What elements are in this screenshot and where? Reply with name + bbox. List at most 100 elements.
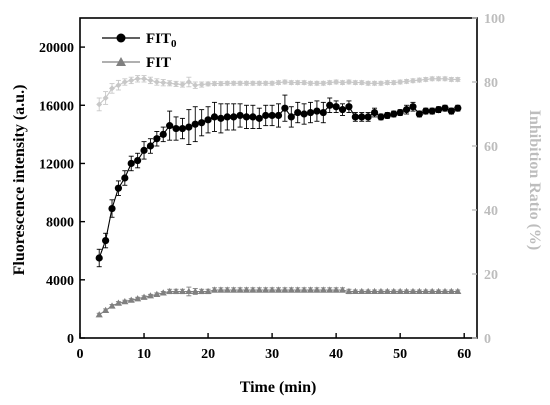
x-tick-label-1: 10 — [137, 347, 151, 362]
x-tick-label-4: 40 — [329, 347, 343, 362]
series-inhibition-point-8 — [147, 77, 154, 84]
series-fit-point-28 — [274, 286, 283, 293]
x-axis-label: Time (min) — [240, 379, 317, 396]
series-inhibition-point-24 — [249, 80, 256, 87]
y-tick-label-1: 4000 — [46, 274, 74, 289]
y2-tick-label-4: 80 — [484, 76, 498, 91]
x-tick-label-3: 30 — [265, 347, 279, 362]
series-fit0-point-16 — [198, 119, 206, 127]
series-fit0-point-7 — [140, 146, 148, 154]
series-fit-point-54 — [441, 287, 449, 295]
y-axis-label: Fluorescence intensity (a.u.) — [11, 85, 28, 276]
series-fit-point-29 — [281, 286, 289, 293]
series-fit0-point-54 — [441, 104, 449, 112]
series-inhibition-point-37 — [333, 79, 340, 85]
y2-axis-label: Inhibition Ratio (%) — [526, 110, 543, 250]
series-inhibition-point-25 — [256, 80, 263, 87]
series-fit0-point-6 — [134, 156, 142, 165]
x-tick-label-2: 20 — [201, 347, 215, 362]
series-inhibition-point-2 — [109, 85, 116, 92]
series-fit0-point-5 — [127, 159, 135, 168]
series-fit-point-33 — [306, 286, 315, 293]
series-fit0-point-22 — [236, 111, 244, 120]
series-fit0-point-37 — [332, 103, 340, 111]
series-fit-point-11 — [166, 287, 174, 295]
series-fit-point-1 — [102, 306, 110, 313]
series-inhibition-point-39 — [345, 79, 352, 85]
series-fit0-point-9 — [153, 135, 161, 143]
series-fit-point-17 — [204, 287, 212, 295]
series-fit0-point-24 — [249, 113, 257, 121]
series-fit0-point-20 — [223, 113, 231, 121]
legend-fit-label: FIT — [146, 55, 171, 71]
series-inhibition-point-42 — [365, 80, 372, 87]
series-inhibition-point-38 — [339, 79, 346, 86]
series-fit-point-6 — [134, 295, 142, 302]
series-fit-point-51 — [422, 287, 430, 295]
series-inhibition-point-7 — [141, 75, 148, 82]
series-fit0-point-23 — [242, 113, 251, 121]
series-fit0-point-12 — [172, 124, 180, 133]
series-fit0-point-40 — [351, 113, 359, 121]
series-fit-point-13 — [178, 287, 187, 295]
series-fit0-point-49 — [409, 103, 417, 111]
series-fit0-point-55 — [447, 107, 455, 115]
series-inhibition-point-55 — [448, 76, 455, 83]
series-fit-point-27 — [268, 286, 276, 293]
series-fit-point-14 — [185, 287, 193, 295]
series-fit-point-19 — [217, 286, 225, 293]
series-inhibition-point-29 — [281, 79, 288, 85]
series-fit0-point-39 — [345, 103, 353, 111]
series-fit0-point-33 — [306, 108, 315, 117]
y2-tick-label-3: 60 — [484, 140, 498, 155]
series-inhibition-point-22 — [237, 80, 244, 87]
series-inhibition-point-23 — [243, 80, 250, 87]
series-fit0-point-43 — [370, 108, 379, 117]
series-fit0-point-29 — [281, 104, 289, 112]
series-fit-point-43 — [370, 287, 379, 295]
series-fit-point-9 — [153, 290, 161, 297]
series-fit-point-53 — [434, 287, 443, 295]
y2-tick-label-1: 20 — [484, 268, 498, 283]
series-fit-point-30 — [287, 286, 295, 293]
series-inhibition-point-49 — [409, 77, 416, 84]
series-fit-point-37 — [332, 286, 340, 293]
series-inhibition-point-27 — [269, 80, 276, 87]
series-layer — [95, 75, 462, 318]
series-inhibition-point-46 — [390, 79, 397, 86]
series-inhibition-point-48 — [403, 78, 410, 85]
series-fit-point-48 — [402, 287, 411, 295]
series-inhibition-point-35 — [320, 80, 327, 87]
series-fit-point-36 — [326, 286, 334, 293]
y-tick-label-3: 12000 — [39, 157, 74, 172]
series-fit-point-21 — [230, 286, 238, 293]
series-fit-point-4 — [121, 298, 129, 305]
series-inhibition-point-56 — [454, 76, 461, 83]
series-fit-point-39 — [345, 287, 353, 295]
series-fit-point-22 — [236, 286, 244, 293]
series-fit-point-20 — [223, 286, 231, 293]
series-fit-point-46 — [390, 287, 398, 295]
legend-fit0-label: FIT0 — [146, 31, 177, 50]
series-inhibition-point-41 — [358, 79, 365, 86]
series-inhibition-point-10 — [160, 79, 167, 86]
legend-fit0-subscript: 0 — [171, 38, 177, 50]
series-fit-point-15 — [191, 287, 199, 295]
series-inhibition-point-1 — [102, 95, 109, 101]
series-fit-point-56 — [454, 287, 462, 295]
series-fit0-point-51 — [422, 107, 430, 115]
series-fit0-point-52 — [428, 107, 436, 115]
series-fit-point-7 — [140, 293, 148, 300]
series-fit0-point-42 — [364, 113, 372, 121]
series-inhibition-point-31 — [294, 79, 301, 86]
series-inhibition-point-5 — [128, 77, 135, 84]
series-fit — [95, 286, 462, 318]
series-fit0-point-8 — [146, 142, 155, 150]
series-fit-point-42 — [364, 287, 372, 295]
series-fit-point-35 — [319, 286, 327, 293]
series-inhibition-point-12 — [173, 80, 180, 87]
series-fit0-point-21 — [230, 113, 238, 121]
series-fit0-point-36 — [326, 101, 334, 109]
series-inhibition-point-28 — [275, 79, 282, 86]
